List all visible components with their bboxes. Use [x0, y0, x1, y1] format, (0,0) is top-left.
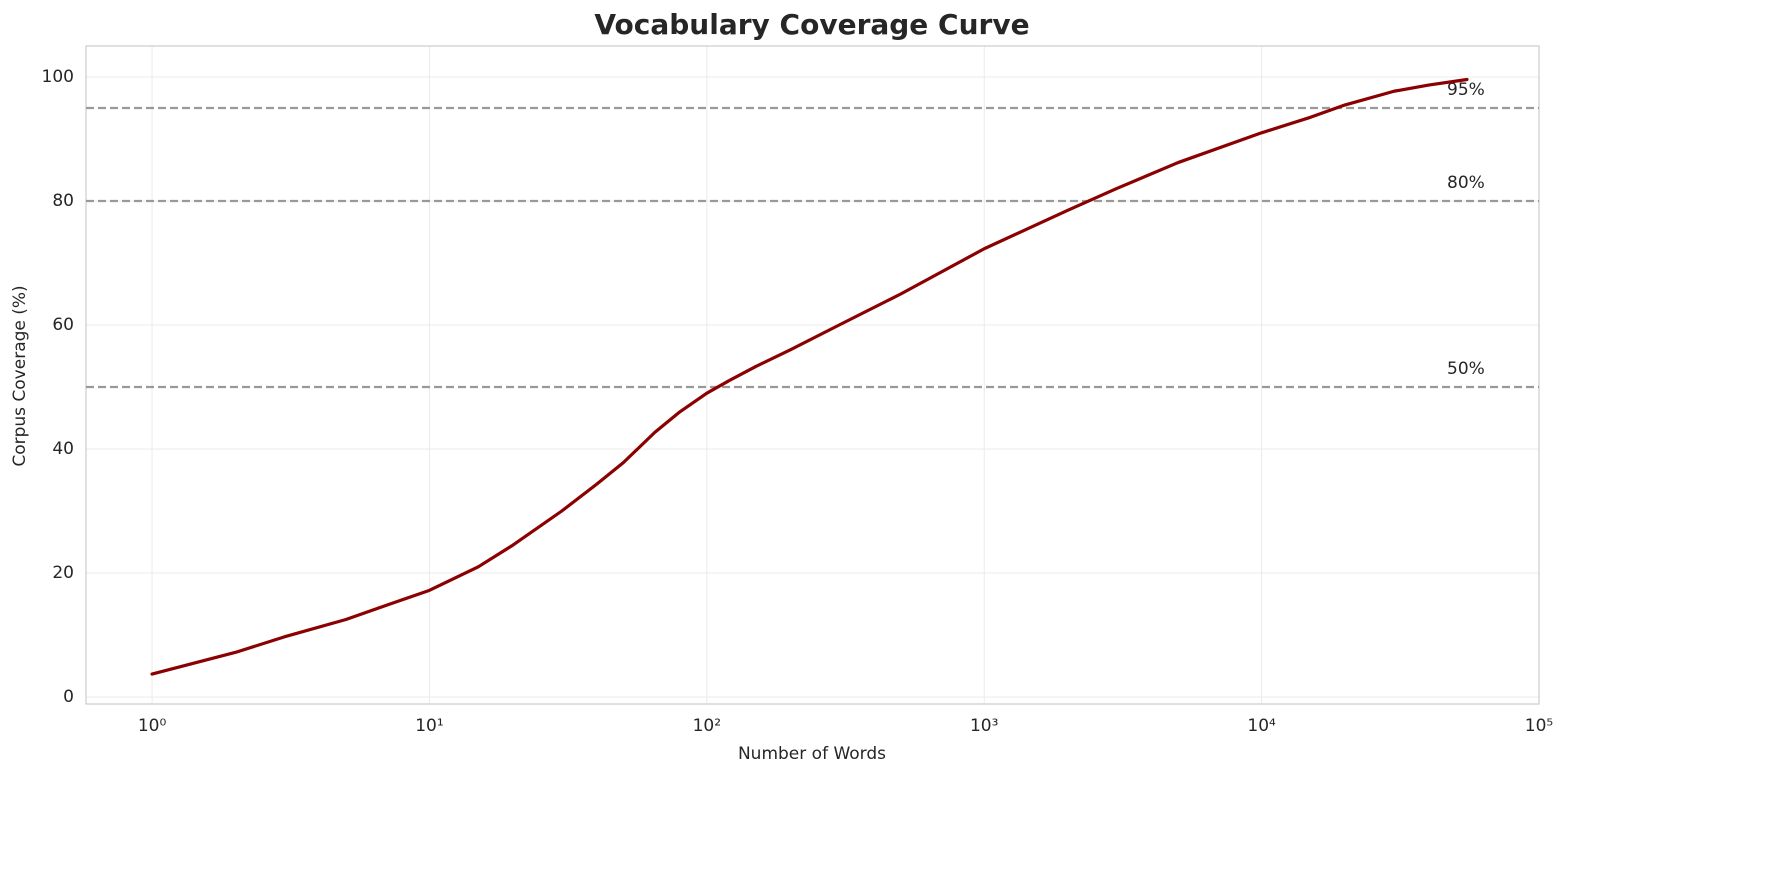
y-tick-label: 60 [52, 315, 74, 335]
x-tick-label: 10⁵ [1525, 716, 1553, 736]
x-axis-label: Number of Words [738, 744, 886, 764]
x-tick-label: 10² [693, 716, 721, 736]
y-tick-label: 80 [52, 191, 74, 211]
y-tick-label: 0 [63, 687, 74, 707]
reference-label: 80% [1447, 173, 1485, 193]
x-tick-label: 10⁰ [138, 716, 167, 736]
reference-label: 50% [1447, 359, 1485, 379]
y-tick-label: 40 [52, 439, 74, 459]
x-tick-label: 10⁴ [1247, 716, 1276, 736]
coverage-line [150, 77, 1469, 676]
y-tick-label: 100 [42, 67, 74, 87]
y-axis-label: Corpus Coverage (%) [10, 285, 30, 466]
x-tick-label: 10¹ [415, 716, 443, 736]
chart-title: Vocabulary Coverage Curve [594, 8, 1029, 41]
y-tick-label: 20 [52, 563, 74, 583]
plot-frame [85, 45, 1540, 705]
reference-label: 95% [1447, 80, 1485, 100]
x-tick-label: 10³ [970, 716, 998, 736]
